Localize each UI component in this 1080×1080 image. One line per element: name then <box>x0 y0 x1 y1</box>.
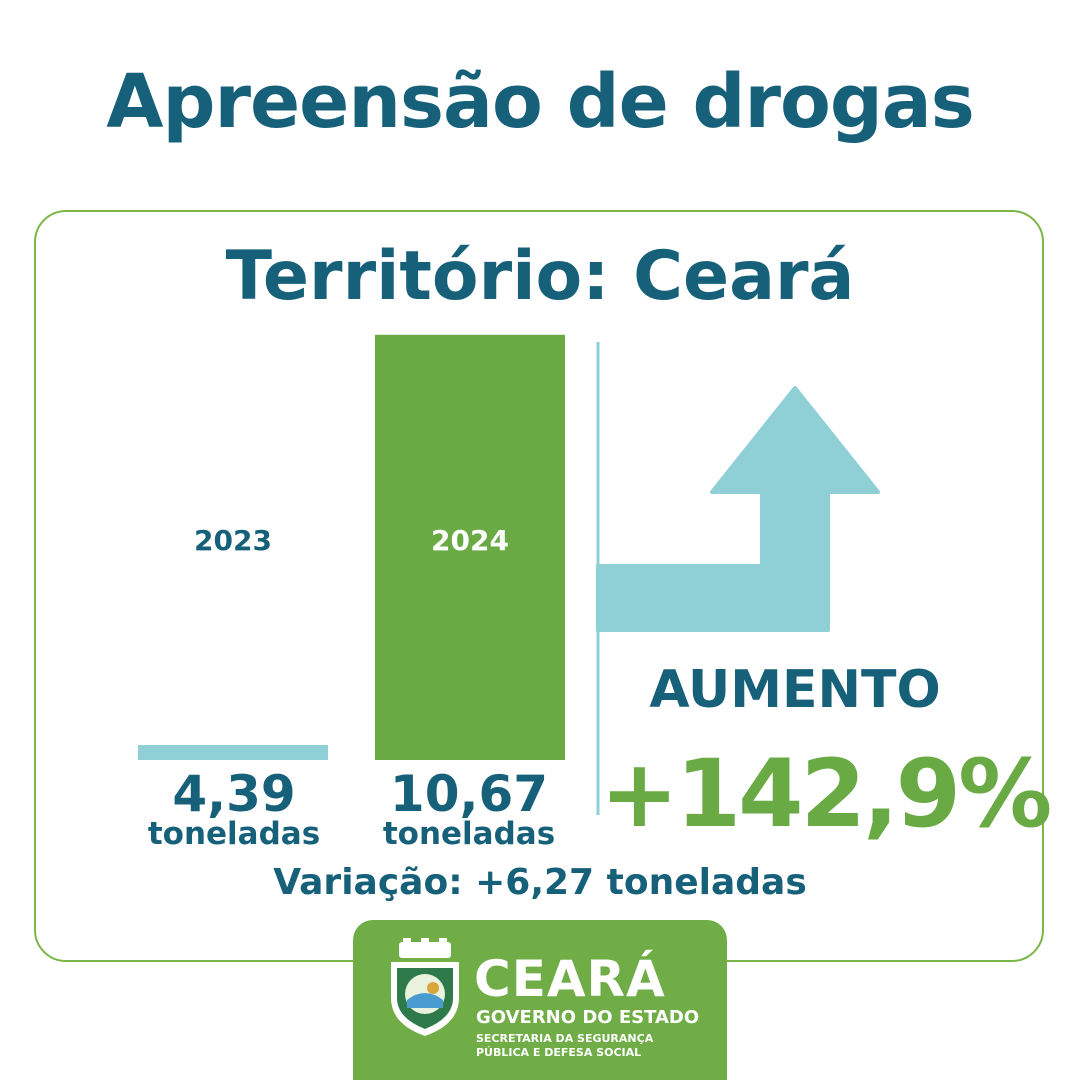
increase-label: AUMENTO <box>649 660 941 720</box>
value-2023-number: 4,39 <box>172 765 296 823</box>
logo-department-line1: SECRETARIA DA SEGURANÇA <box>476 1032 654 1045</box>
increase-percent: +142,9% <box>600 740 1052 849</box>
category-label-2023: 2023 <box>194 524 272 557</box>
variation-text: Variação: +6,27 toneladas <box>273 862 807 903</box>
logo-subtitle: GOVERNO DO ESTADO <box>476 1007 700 1028</box>
value-2024-number: 10,67 <box>389 765 549 823</box>
up-arrow-icon <box>596 386 880 632</box>
category-label-2024: 2024 <box>431 524 509 557</box>
value-2023-unit: toneladas <box>147 816 321 852</box>
page-title: Apreensão de drogas <box>106 59 975 145</box>
territory-subtitle: Território: Ceará <box>225 237 855 316</box>
value-2023: 4,39 toneladas <box>114 765 354 852</box>
bar-2023 <box>138 745 328 760</box>
bar-2024 <box>375 334 565 760</box>
value-2024: 10,67 toneladas <box>349 765 589 852</box>
logo-department: SECRETARIA DA SEGURANÇA PÚBLICA E DEFESA… <box>476 1032 706 1060</box>
state-seal-icon <box>391 938 459 1036</box>
value-2024-unit: toneladas <box>382 816 556 852</box>
logo-name: CEARÁ <box>474 950 666 1008</box>
logo-department-line2: PÚBLICA E DEFESA SOCIAL <box>476 1046 642 1059</box>
